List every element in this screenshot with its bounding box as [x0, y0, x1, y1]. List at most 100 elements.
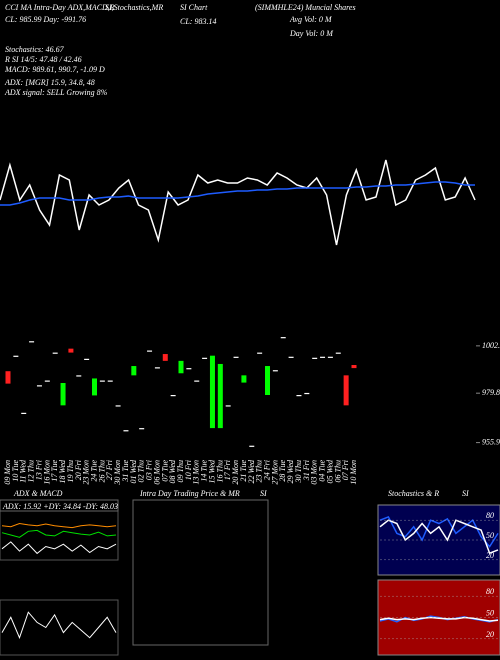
candle [115, 405, 121, 407]
header-text: Avg Vol: 0 M [289, 15, 333, 24]
candle [280, 337, 286, 339]
candle [13, 355, 19, 357]
x-tick-label: 09 Thu [176, 460, 185, 482]
candle [36, 385, 42, 387]
x-tick-label: 30 Mon [113, 460, 122, 486]
y-tick-label: 20 [486, 630, 494, 639]
x-tick-label: 22 Wed [247, 459, 256, 483]
x-tick-label: 23 Thu [255, 460, 264, 482]
candle [52, 352, 58, 354]
x-tick-label: 11 Wed [19, 459, 28, 483]
candle [343, 375, 349, 406]
x-tick-label: 12 Thu [27, 460, 36, 482]
x-tick-label: 21 Tue [239, 460, 248, 482]
candle [131, 366, 137, 376]
line [1, 611, 117, 640]
header-text: SI Chart [180, 3, 208, 12]
header-text: Day Vol: 0 M [289, 29, 334, 38]
candle [288, 356, 294, 358]
line [379, 519, 499, 555]
intraday-panel [132, 499, 269, 646]
x-tick-label: 17 Fri [223, 460, 232, 480]
candle [29, 341, 35, 343]
panel-subtitle: SI [462, 489, 469, 498]
panel-subtitle: SI [260, 489, 267, 498]
x-tick-label: 16 Mon [42, 460, 51, 485]
x-tick-label: 06 Thu [333, 460, 342, 482]
panel-annotation: ADX: 15.92 +DY: 34.84 -DY: 48.03 [2, 502, 118, 511]
line [0, 181, 475, 206]
x-tick-label: 02 Thu [137, 460, 146, 482]
x-tick-label: 03 Fri [145, 460, 154, 480]
x-tick-label: 08 Wed [168, 459, 177, 483]
candle [147, 350, 153, 352]
candle [44, 380, 50, 382]
x-tick-label: 07 Fri [341, 460, 350, 480]
candle [186, 368, 192, 370]
header-text: MACD: 989.61, 990.7, -1.09 D [4, 65, 105, 74]
line [379, 616, 499, 622]
candle [257, 352, 263, 354]
y-tick-label: 80 [486, 511, 494, 520]
x-tick-label: 31 Fri [302, 460, 311, 481]
line [1, 529, 117, 538]
x-tick-label: 07 Tue [160, 460, 169, 482]
candle [272, 370, 278, 372]
candle [154, 367, 160, 369]
candle [217, 363, 223, 429]
x-tick-label: 04 Tue [318, 460, 327, 482]
candle [99, 380, 105, 382]
candle [123, 430, 129, 432]
candle [296, 395, 302, 397]
candle [5, 371, 11, 384]
x-tick-label: 24 Fri [263, 460, 272, 480]
x-tick-label: 26 Thu [97, 460, 106, 482]
candle [84, 358, 90, 360]
candle [225, 405, 231, 407]
header-text: CCI MA Intra-Day ADX,MACD,R [5, 3, 115, 12]
panel-title: ADX & MACD [13, 489, 63, 498]
x-tick-label: 16 Thu [215, 460, 224, 482]
panel-title: Stochastics & R [388, 489, 439, 498]
header-text: CL: 985.99 Day: -991.76 [5, 15, 86, 24]
candle [162, 354, 168, 361]
x-tick-label: 06 Mon [152, 460, 161, 485]
header-text: CL: 983.14 [180, 17, 216, 26]
line [1, 522, 117, 529]
candle [60, 383, 66, 406]
y-tick-label: 50 [486, 531, 494, 540]
candle [335, 352, 341, 354]
x-tick-label: 20 Mon [231, 460, 240, 485]
candle [107, 380, 113, 382]
x-tick-label: 13 Mon [192, 460, 201, 485]
x-tick-label: 10 Fri [184, 460, 193, 480]
x-tick-label: 13 Fri [34, 460, 43, 480]
candle [178, 360, 184, 374]
y-tick-label: 80 [486, 587, 494, 596]
candle [312, 357, 318, 359]
candle [265, 366, 270, 395]
x-tick-label: 10 Tue [11, 460, 20, 482]
x-tick-label: 27 Mon [270, 460, 279, 485]
x-tick-label: 19 Thu [66, 460, 75, 482]
y-tick-label: 1002.75 [482, 341, 500, 350]
header-text: Stochastics: 46.67 [5, 45, 65, 54]
x-tick-label: 15 Wed [207, 459, 216, 483]
header-text: ADX: [MGR] 15.9, 34.8, 48 [4, 78, 95, 87]
macd-panel [0, 599, 119, 656]
candle [68, 348, 74, 353]
y-tick-label: 955.99 [482, 438, 500, 447]
label-box [0, 499, 119, 512]
candle [170, 395, 176, 397]
candle [202, 357, 208, 359]
candle [76, 375, 82, 377]
x-tick-label: 20 Fri [74, 460, 83, 480]
candle [92, 378, 97, 396]
candle [209, 355, 215, 429]
x-tick-label: 18 Wed [58, 459, 67, 483]
candle [304, 392, 310, 395]
header-text: (SIMMHLE24) Muncial Shares [255, 3, 356, 12]
line [0, 159, 476, 246]
x-tick-label: 14 Tue [200, 460, 209, 482]
